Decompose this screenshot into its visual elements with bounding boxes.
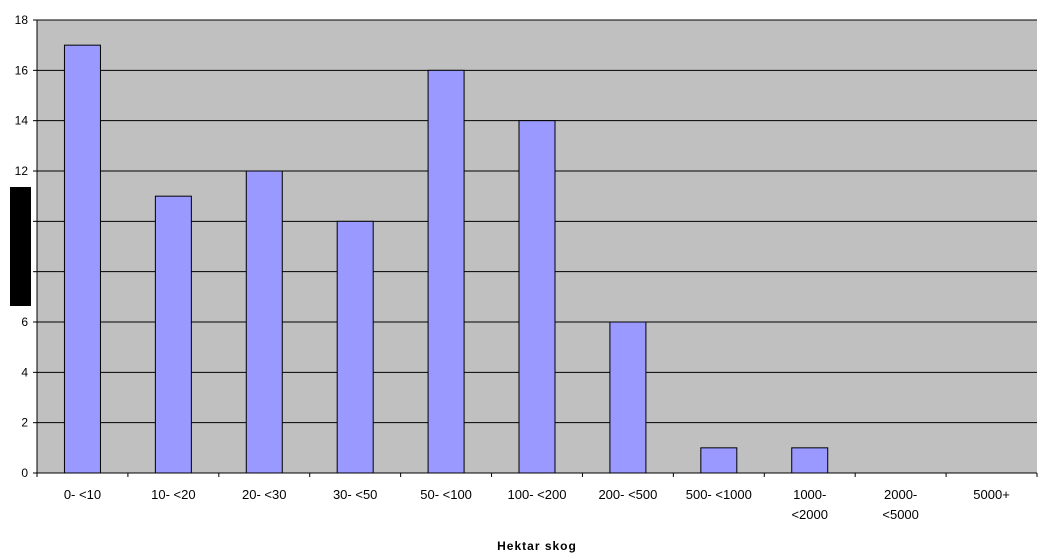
y-tick-label: 4 <box>21 365 28 379</box>
y-tick-label: 16 <box>15 63 29 77</box>
x-tick-label-line: 20- <30 <box>242 487 286 502</box>
x-tick-label-line: 10- <20 <box>151 487 195 502</box>
x-tick-label-line: 2000- <box>884 487 917 502</box>
x-tick-label-line: 500- <1000 <box>686 487 752 502</box>
y-tick-label: 6 <box>21 315 28 329</box>
bar <box>63 44 101 474</box>
bars <box>63 44 829 474</box>
x-tick-label: 0- <10 <box>64 487 101 502</box>
y-tick-label: 12 <box>15 164 29 178</box>
x-tick-label-line: 100- <200 <box>508 487 567 502</box>
x-tick-label: 50- <100 <box>420 487 472 502</box>
y-tick-label: 14 <box>15 114 29 128</box>
bar <box>154 195 192 474</box>
x-tick-label: 10- <20 <box>151 487 195 502</box>
x-tick-label: 200- <500 <box>598 487 657 502</box>
y-tick-label: 2 <box>21 416 28 430</box>
x-tick-label-line: 0- <10 <box>64 487 101 502</box>
x-tick-label-line: <2000 <box>791 507 828 522</box>
bar <box>609 321 647 474</box>
redaction-block <box>10 187 31 306</box>
y-tick-label: 18 <box>15 13 29 27</box>
x-tick-label-line: <5000 <box>882 507 919 522</box>
x-tick-label-line: 200- <500 <box>598 487 657 502</box>
x-tick-label: 5000+ <box>973 487 1010 502</box>
bar <box>518 120 556 474</box>
x-tick-label: 2000- <5000 <box>882 487 919 522</box>
x-tick-label: 500- <1000 <box>686 487 752 502</box>
bar <box>700 447 738 474</box>
x-tick-label: 100- <200 <box>508 487 567 502</box>
x-tick-label-line: 50- <100 <box>420 487 472 502</box>
x-axis-title: Hektar skog <box>497 539 577 553</box>
bar <box>427 69 465 474</box>
bar <box>245 170 283 474</box>
bar <box>336 220 374 474</box>
x-tick-label: 1000- <2000 <box>791 487 828 522</box>
x-tick-label: 30- <50 <box>333 487 377 502</box>
y-tick-label: 0 <box>21 466 28 480</box>
x-tick-label-line: 5000+ <box>973 487 1010 502</box>
bar <box>791 447 829 474</box>
x-tick-label-line: 30- <50 <box>333 487 377 502</box>
x-tick-labels: 0- <10 10- <20 20- <30 30- <50 50- <100 100- … <box>36 473 1038 522</box>
x-tick-label: 20- <30 <box>242 487 286 502</box>
x-tick-label-line: 1000- <box>793 487 826 502</box>
